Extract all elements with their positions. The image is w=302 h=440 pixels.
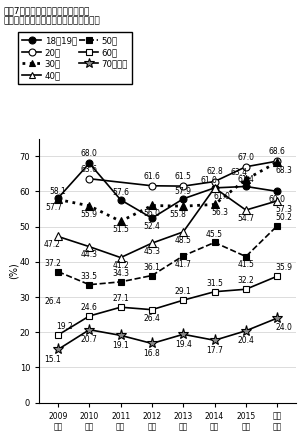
Y-axis label: (%): (%) xyxy=(8,262,18,279)
Text: 32.2: 32.2 xyxy=(237,276,254,286)
Text: 56.3: 56.3 xyxy=(212,208,229,217)
Text: 63.6: 63.6 xyxy=(81,165,98,173)
Text: 29.1: 29.1 xyxy=(175,287,192,296)
Text: 24.6: 24.6 xyxy=(81,303,98,312)
Text: 61.5: 61.5 xyxy=(175,172,192,181)
Text: 45.5: 45.5 xyxy=(206,230,223,238)
Text: 20.7: 20.7 xyxy=(81,335,98,344)
Text: 図表7　将来の新聞についての意見: 図表7 将来の新聞についての意見 xyxy=(3,7,89,15)
Text: －役割減少派の割合（年代別・時系列）: －役割減少派の割合（年代別・時系列） xyxy=(3,16,100,25)
Text: 17.7: 17.7 xyxy=(206,345,223,355)
Text: 31.5: 31.5 xyxy=(206,279,223,288)
Text: 35.9: 35.9 xyxy=(276,264,293,272)
Text: 19.2: 19.2 xyxy=(56,322,73,331)
Text: 33.5: 33.5 xyxy=(81,272,98,281)
Text: 55.8: 55.8 xyxy=(169,210,186,219)
Text: 37.2: 37.2 xyxy=(44,259,61,268)
Text: 61.0: 61.0 xyxy=(213,192,230,201)
Text: 67.0: 67.0 xyxy=(237,153,254,161)
Text: 61.0: 61.0 xyxy=(201,176,217,185)
Text: 68.6: 68.6 xyxy=(269,147,286,156)
Text: 61.4: 61.4 xyxy=(237,175,254,184)
Text: 45.3: 45.3 xyxy=(143,247,160,256)
Text: 44.3: 44.3 xyxy=(81,250,98,260)
Text: 62.8: 62.8 xyxy=(206,167,223,176)
Text: 57.6: 57.6 xyxy=(112,188,129,198)
Text: 15.1: 15.1 xyxy=(44,355,61,364)
Text: 58.1: 58.1 xyxy=(50,187,66,196)
Text: 61.6: 61.6 xyxy=(143,172,160,180)
Text: 51.5: 51.5 xyxy=(112,225,129,234)
Text: 19.1: 19.1 xyxy=(112,341,129,350)
Text: 54.7: 54.7 xyxy=(237,214,254,223)
Text: 19.4: 19.4 xyxy=(175,340,192,348)
Text: 27.1: 27.1 xyxy=(112,294,129,303)
Text: 68.0: 68.0 xyxy=(81,149,98,158)
Text: 26.4: 26.4 xyxy=(143,314,160,323)
Text: 56.0: 56.0 xyxy=(143,209,160,218)
Text: 24.0: 24.0 xyxy=(276,323,293,332)
Text: 41.7: 41.7 xyxy=(175,260,192,269)
Text: 60.0: 60.0 xyxy=(269,195,286,204)
Text: 68.3: 68.3 xyxy=(276,166,293,175)
Text: 48.5: 48.5 xyxy=(175,236,192,245)
Text: 55.9: 55.9 xyxy=(81,210,98,219)
Text: 57.9: 57.9 xyxy=(175,187,192,196)
Text: 57.3: 57.3 xyxy=(276,205,293,214)
Text: 41.2: 41.2 xyxy=(112,261,129,271)
Text: 57.7: 57.7 xyxy=(45,203,63,213)
Text: 34.3: 34.3 xyxy=(112,269,129,278)
Text: 26.4: 26.4 xyxy=(44,297,61,306)
Text: 20.4: 20.4 xyxy=(237,336,254,345)
Text: 50.2: 50.2 xyxy=(276,213,293,222)
Text: 47.2: 47.2 xyxy=(44,240,61,249)
Text: 52.4: 52.4 xyxy=(143,222,160,231)
Text: 41.5: 41.5 xyxy=(237,260,254,269)
Text: 36.1: 36.1 xyxy=(143,263,160,271)
Text: 16.8: 16.8 xyxy=(143,348,160,358)
Legend: 18～19歳, 20代, 30代, 40代, 50代, 60代, 70代以上: 18～19歳, 20代, 30代, 40代, 50代, 60代, 70代以上 xyxy=(18,32,132,84)
Text: 63.4: 63.4 xyxy=(230,168,247,177)
